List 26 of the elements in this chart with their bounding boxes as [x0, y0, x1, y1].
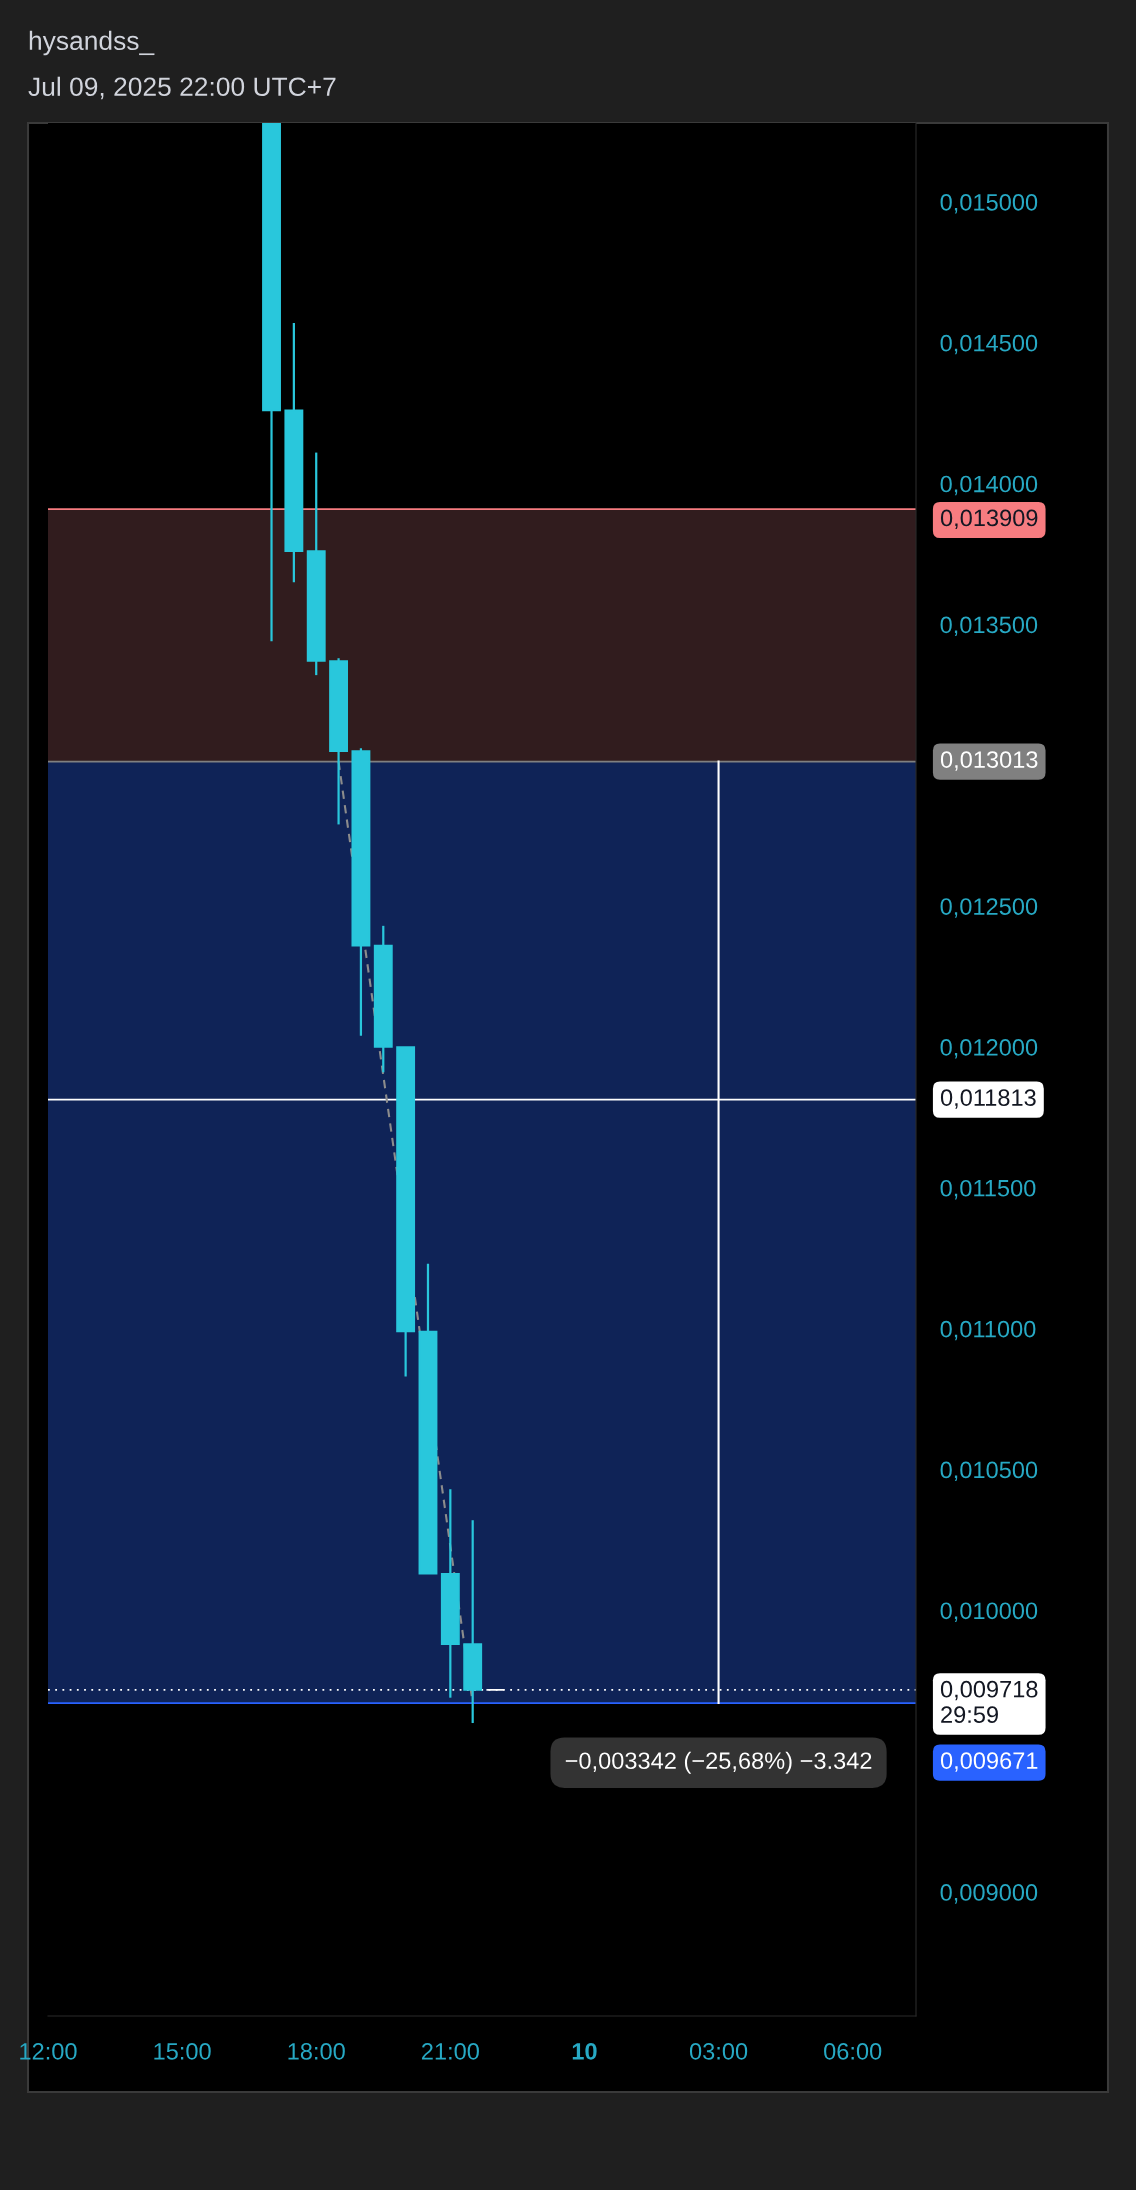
y-tick-label: 0,010000 — [940, 1602, 1038, 1622]
x-tick-label: 15:00 — [154, 2043, 211, 2060]
ref-line-label: 0,009671 — [940, 1752, 1038, 1772]
y-tick-label: 0,009000 — [940, 1884, 1038, 1904]
x-tick-label: 06:00 — [824, 2043, 882, 2060]
y-tick-label: 0,012500 — [940, 898, 1038, 918]
y-tick-label: 0,011000 — [940, 1320, 1036, 1341]
ref-line-label: 0,009718 29:59 — [940, 1680, 1038, 1724]
x-tick-label: 21:00 — [421, 2043, 479, 2060]
y-tick-label: 0,013500 — [940, 616, 1038, 636]
y-tick-label: 0,014500 — [940, 334, 1038, 355]
ref-line-label: 0,011813 — [940, 1089, 1036, 1109]
x-tick-label: 18:00 — [288, 2043, 345, 2060]
chart-title: hysandss_ — [29, 30, 155, 56]
y-tick-label: 0,011500 — [940, 1179, 1036, 1200]
y-tick-label: 0,015000 — [940, 193, 1038, 214]
x-tick-label: 10 — [572, 2043, 597, 2060]
x-tick-label: 12:00 — [20, 2043, 77, 2060]
x-tick-label: 03:00 — [689, 2043, 748, 2060]
y-tick-label: 0,010500 — [940, 1461, 1038, 1482]
ref-line-label: 0,013013 — [940, 751, 1038, 771]
y-tick-label: 0,014000 — [940, 475, 1038, 496]
chart-subtitle: Jul 09, 2025 22:00 UTC+7 — [28, 76, 336, 100]
annotation: −0,003342 (−25,68%) −3.342 — [565, 1751, 872, 1774]
y-tick-label: 0,012000 — [940, 1039, 1038, 1059]
ref-line-label: 0,013909 — [940, 509, 1038, 530]
